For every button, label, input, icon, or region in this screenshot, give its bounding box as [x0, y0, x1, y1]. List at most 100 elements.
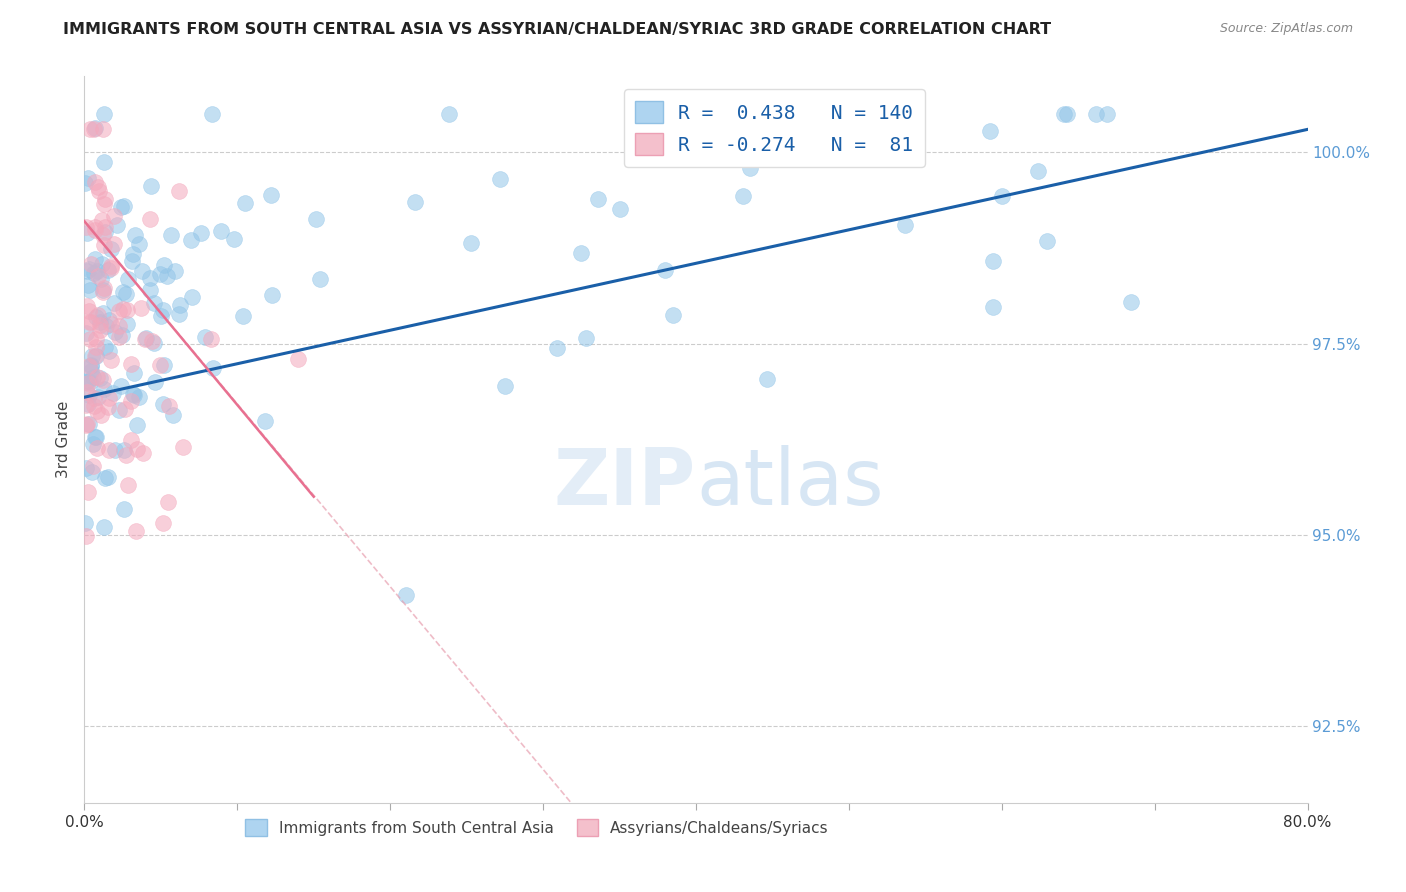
- Point: [83, 392, 105, 406]
- Point: [181, 290, 204, 304]
- Point: [77, 170, 100, 185]
- Point: [153, 258, 176, 272]
- Y-axis label: 3rd Grade: 3rd Grade: [56, 401, 72, 478]
- Point: [77, 278, 100, 293]
- Point: [84, 430, 107, 444]
- Point: [981, 300, 1004, 314]
- Point: [157, 495, 180, 509]
- Point: [84, 340, 107, 354]
- Point: [110, 200, 132, 214]
- Point: [76, 375, 98, 389]
- Point: [124, 228, 146, 243]
- Point: [489, 171, 512, 186]
- Point: [169, 298, 191, 312]
- Point: [82, 370, 104, 384]
- Point: [75, 529, 97, 543]
- Point: [122, 366, 145, 380]
- Point: [395, 588, 418, 602]
- Point: [98, 313, 121, 327]
- Point: [86, 268, 108, 283]
- Point: [149, 358, 172, 372]
- Point: [97, 400, 120, 414]
- Point: [103, 296, 125, 310]
- Point: [91, 257, 114, 271]
- Point: [107, 402, 129, 417]
- Point: [201, 107, 224, 121]
- Point: [93, 197, 115, 211]
- Point: [93, 220, 115, 235]
- Point: [82, 349, 104, 363]
- Point: [84, 223, 107, 237]
- Point: [76, 264, 98, 278]
- Point: [76, 417, 98, 432]
- Point: [125, 418, 148, 433]
- Point: [89, 318, 111, 332]
- Point: [89, 315, 111, 329]
- Point: [152, 397, 174, 411]
- Point: [586, 192, 609, 206]
- Point: [97, 392, 120, 406]
- Point: [104, 443, 127, 458]
- Point: [117, 478, 139, 492]
- Point: [93, 155, 115, 169]
- Point: [97, 470, 120, 484]
- Point: [494, 378, 516, 392]
- Point: [110, 379, 132, 393]
- Point: [79, 417, 101, 431]
- Point: [260, 188, 283, 202]
- Point: [104, 326, 127, 340]
- Point: [894, 219, 917, 233]
- Point: [80, 257, 103, 271]
- Point: [103, 209, 125, 223]
- Point: [139, 212, 162, 227]
- Point: [1026, 164, 1049, 178]
- Point: [167, 307, 190, 321]
- Point: [738, 161, 761, 175]
- Point: [86, 404, 108, 418]
- Point: [141, 334, 163, 348]
- Point: [89, 323, 111, 337]
- Point: [100, 242, 122, 256]
- Point: [1095, 107, 1118, 121]
- Point: [167, 184, 190, 198]
- Point: [83, 122, 105, 136]
- Point: [139, 283, 162, 297]
- Point: [287, 351, 309, 366]
- Legend: Immigrants from South Central Asia, Assyrians/Chaldeans/Syriacs: Immigrants from South Central Asia, Assy…: [239, 813, 835, 842]
- Point: [404, 194, 426, 209]
- Point: [91, 122, 114, 136]
- Point: [90, 271, 112, 285]
- Point: [75, 418, 97, 433]
- Point: [115, 448, 138, 462]
- Point: [122, 387, 145, 401]
- Point: [156, 269, 179, 284]
- Point: [77, 376, 100, 391]
- Point: [121, 394, 143, 409]
- Point: [979, 123, 1001, 137]
- Point: [157, 399, 180, 413]
- Point: [80, 364, 103, 378]
- Point: [111, 327, 134, 342]
- Point: [79, 303, 101, 318]
- Point: [75, 398, 97, 412]
- Point: [115, 303, 138, 318]
- Point: [76, 299, 98, 313]
- Point: [253, 414, 276, 428]
- Point: [94, 319, 117, 334]
- Point: [86, 263, 108, 277]
- Point: [112, 501, 135, 516]
- Point: [117, 271, 139, 285]
- Point: [90, 408, 112, 422]
- Point: [103, 237, 125, 252]
- Point: [93, 238, 115, 252]
- Point: [75, 516, 97, 531]
- Point: [162, 409, 184, 423]
- Point: [75, 326, 97, 340]
- Point: [120, 358, 142, 372]
- Point: [149, 268, 172, 282]
- Point: [128, 390, 150, 404]
- Point: [87, 390, 110, 404]
- Point: [84, 349, 107, 363]
- Point: [308, 272, 330, 286]
- Point: [128, 237, 150, 252]
